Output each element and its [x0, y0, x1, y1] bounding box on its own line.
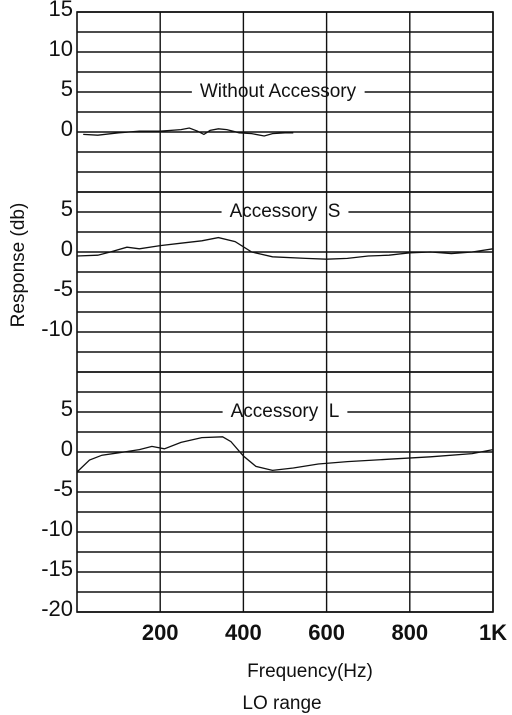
title-background [221, 202, 349, 222]
panel-title: Without Accessory [200, 81, 357, 102]
x-tick-label: 200 [142, 620, 179, 645]
x-tick-label: 800 [391, 620, 428, 645]
y-tick-label: 0 [61, 116, 73, 141]
y-tick-label: 0 [61, 236, 73, 261]
y-tick-label: 10 [49, 36, 73, 61]
y-axis-label: Response (db) [8, 203, 29, 328]
plot-frame [76, 11, 494, 613]
title-background [191, 82, 365, 102]
y-tick-label: -15 [41, 556, 73, 581]
y-tick-label: 5 [61, 396, 73, 421]
title-background [222, 402, 348, 422]
response-curve [76, 436, 494, 473]
note: LO range [242, 693, 321, 714]
x-tick-label: 600 [308, 620, 345, 645]
y-tick-label: -20 [41, 596, 73, 621]
response-curve [76, 236, 494, 260]
panel-title: Accessory L [231, 401, 340, 422]
y-tick-label: 15 [49, 0, 73, 21]
y-tick-label: 5 [61, 196, 73, 221]
x-tick-label: 1K [479, 620, 507, 645]
y-tick-label: -10 [41, 516, 73, 541]
panel-title: Accessory S [230, 201, 341, 222]
y-tick-label: 5 [61, 76, 73, 101]
y-tick-label: -5 [53, 476, 73, 501]
response-curve [83, 127, 294, 137]
y-tick-label: -10 [41, 316, 73, 341]
x-tick-label: 400 [225, 620, 262, 645]
y-tick-label: -5 [53, 276, 73, 301]
y-tick-label: 0 [61, 436, 73, 461]
x-axis-label: Frequency(Hz) [247, 661, 373, 682]
